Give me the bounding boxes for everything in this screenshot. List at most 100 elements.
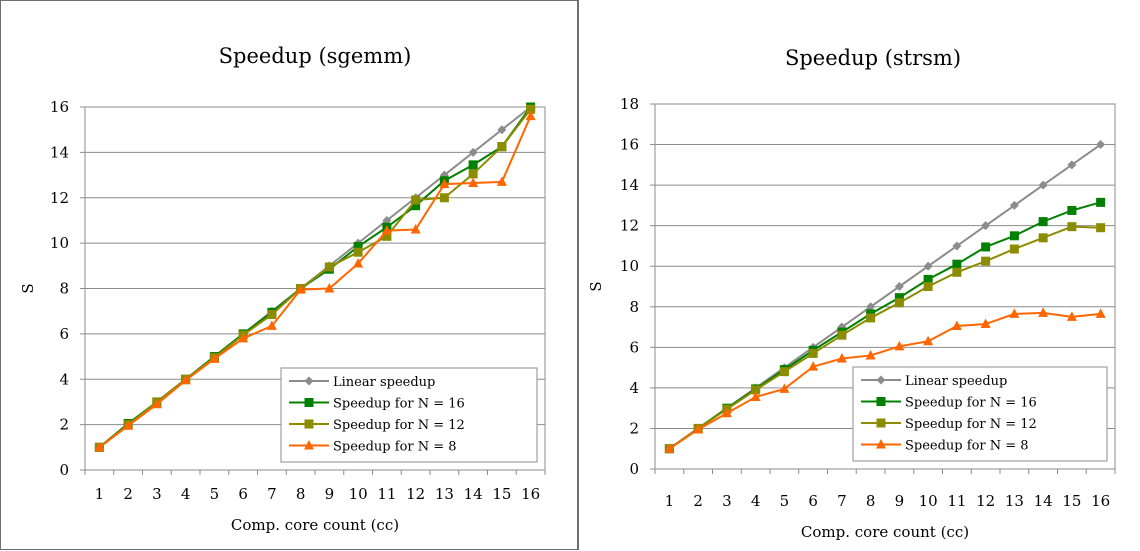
data-point [496, 176, 507, 186]
y-tick-label: 8 [59, 280, 69, 298]
data-point [923, 261, 933, 271]
x-tick-label: 8 [866, 492, 876, 510]
y-tick-label: 10 [620, 257, 639, 275]
x-tick-label: 11 [947, 492, 966, 510]
x-tick-label: 4 [751, 492, 761, 510]
data-point [866, 302, 876, 312]
y-tick-label: 16 [620, 136, 639, 154]
legend: Linear speedup Speedup for N = 16 Speedup … [852, 366, 1108, 462]
data-point [1067, 205, 1077, 215]
data-point [952, 241, 962, 251]
y-tick-label: 18 [620, 95, 639, 113]
x-tick-label: 7 [837, 492, 847, 510]
data-point [751, 385, 761, 395]
y-tick-label: 6 [629, 338, 639, 356]
data-point [1009, 308, 1020, 318]
x-tick-label: 14 [464, 485, 483, 503]
legend-marker [876, 439, 886, 449]
data-point [151, 398, 162, 409]
data-point [267, 310, 277, 320]
data-point [980, 318, 991, 329]
data-point [266, 320, 277, 330]
x-tick-label: 8 [296, 485, 306, 503]
x-tick-label: 5 [210, 485, 220, 503]
data-point [779, 367, 789, 377]
series-line [668, 311, 1101, 450]
data-point [923, 282, 933, 291]
x-tick-label: 3 [152, 485, 162, 503]
data-point [295, 284, 306, 294]
legend-entry: Speedup for N = 16 [905, 396, 1037, 411]
data-point [951, 320, 962, 331]
data-point [439, 178, 450, 189]
data-point [123, 420, 134, 430]
data-point [779, 383, 790, 393]
x-tick-label: 3 [722, 492, 732, 510]
data-point [837, 330, 847, 340]
x-tick-label: 6 [808, 492, 818, 510]
x-tick-label: 12 [406, 485, 425, 503]
data-point [1038, 307, 1049, 317]
data-point [693, 423, 704, 434]
x-tick-label: 12 [976, 492, 995, 510]
data-point [382, 215, 392, 225]
legend-entry: Linear speedup [905, 374, 1007, 389]
legend-entry: Speedup for N = 12 [333, 418, 465, 433]
data-point [468, 169, 478, 179]
data-point [894, 282, 904, 291]
y-axis-label: S [587, 281, 605, 291]
series-4 [94, 110, 536, 452]
data-point [410, 224, 421, 234]
x-tick-label: 9 [895, 492, 905, 510]
y-tick-label: 14 [50, 143, 69, 161]
y-tick-label: 10 [50, 234, 69, 252]
legend-marker [876, 418, 886, 428]
data-point [1067, 160, 1077, 170]
legend-marker [304, 440, 314, 450]
data-point [923, 335, 934, 346]
x-tick-label: 13 [1005, 492, 1024, 510]
legend-marker [304, 376, 314, 386]
data-point [836, 352, 847, 363]
x-tick-label: 16 [1091, 492, 1110, 510]
data-point [981, 242, 991, 252]
x-tick-label: 6 [238, 485, 248, 503]
series-line [668, 225, 1101, 450]
data-point [1009, 200, 1019, 210]
data-point [324, 262, 334, 272]
chart-title: Speedup (strsm) [785, 46, 961, 70]
legend: Linear speedup Speedup for N = 16 Speedup … [280, 367, 538, 463]
chart-title: Speedup (sgemm) [219, 44, 412, 68]
data-point [468, 160, 478, 170]
data-point [353, 258, 364, 268]
x-tick-label: 4 [181, 485, 191, 503]
data-point [525, 110, 536, 121]
data-point [721, 407, 732, 418]
data-point [981, 221, 991, 231]
data-point [353, 242, 363, 252]
data-point [411, 201, 421, 211]
x-tick-label: 10 [919, 492, 938, 510]
data-point [664, 443, 675, 453]
data-point [1038, 233, 1048, 243]
data-point [526, 104, 536, 114]
y-tick-label: 12 [50, 189, 69, 207]
data-point [209, 353, 220, 363]
data-point [865, 349, 876, 360]
y-tick-label: 14 [620, 176, 639, 194]
data-point [808, 348, 818, 358]
y-tick-label: 8 [629, 298, 639, 316]
series-3 [664, 222, 1106, 454]
data-point [238, 332, 249, 343]
data-point [866, 313, 876, 323]
data-point [382, 231, 392, 241]
x-tick-label: 9 [325, 485, 335, 503]
data-point [923, 274, 933, 284]
data-point [411, 195, 421, 205]
data-point [1096, 223, 1106, 233]
x-axis-label: Comp. core count (cc) [231, 516, 399, 534]
series-4 [664, 307, 1106, 453]
data-point [952, 267, 962, 277]
x-tick-label: 2 [693, 492, 703, 510]
